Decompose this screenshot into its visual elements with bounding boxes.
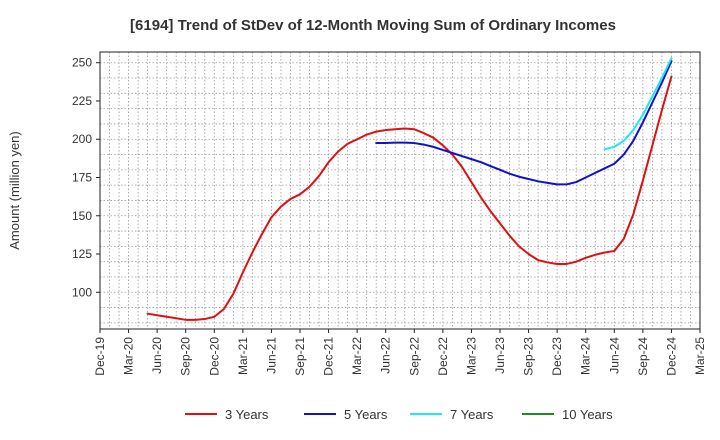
chart-title: [6194] Trend of StDev of 12-Month Moving… xyxy=(130,17,616,34)
x-tick-label: Jun-23 xyxy=(493,337,507,374)
y-tick-label: 100 xyxy=(72,285,92,299)
series-line-5-years xyxy=(375,60,673,186)
x-tick-label: Mar-20 xyxy=(122,337,136,375)
plot-frame xyxy=(99,51,701,330)
x-tick-label: Dec-23 xyxy=(550,337,564,376)
y-tick-label: 125 xyxy=(72,247,92,261)
x-tick-label: Mar-22 xyxy=(350,337,364,375)
y-tick-label: 150 xyxy=(72,209,92,223)
series-line-3-years xyxy=(146,75,673,321)
legend-label-3-years: 3 Years xyxy=(225,407,269,422)
y-tick-label: 175 xyxy=(72,170,92,184)
x-tick-label: Jun-21 xyxy=(264,337,278,374)
x-tick-label: Sep-23 xyxy=(522,337,536,376)
x-tick-label: Jun-22 xyxy=(379,337,393,374)
x-tick-label: Sep-20 xyxy=(179,337,193,376)
x-tick-label: Sep-22 xyxy=(407,337,421,376)
series-line-7-years xyxy=(603,57,673,151)
y-axis-ticks: 100 125 150 175 200 225 250 xyxy=(72,56,100,299)
x-tick-label: Mar-21 xyxy=(236,337,250,375)
x-tick-label: Mar-25 xyxy=(693,337,707,375)
x-tick-label: Mar-24 xyxy=(579,337,593,375)
x-tick-label: Sep-21 xyxy=(293,337,307,376)
x-tick-label: Sep-24 xyxy=(636,337,650,376)
y-tick-label: 225 xyxy=(72,94,92,108)
legend-label-7-years: 7 Years xyxy=(450,407,494,422)
x-tick-label: Jun-24 xyxy=(607,337,621,374)
series-layer xyxy=(146,57,673,321)
y-tick-label: 200 xyxy=(72,132,92,146)
y-axis-label: Amount (million yen) xyxy=(7,131,22,250)
x-tick-label: Mar-23 xyxy=(464,337,478,375)
x-tick-label: Dec-19 xyxy=(93,337,107,376)
x-tick-label: Dec-21 xyxy=(322,337,336,376)
legend: 3 Years 5 Years 7 Years 10 Years xyxy=(185,407,613,422)
legend-label-5-years: 5 Years xyxy=(344,407,388,422)
x-tick-label: Dec-22 xyxy=(436,337,450,376)
grid xyxy=(99,52,701,329)
x-tick-label: Dec-24 xyxy=(664,337,678,376)
x-tick-label: Dec-20 xyxy=(207,337,221,376)
y-tick-label: 250 xyxy=(72,56,92,70)
legend-label-10-years: 10 Years xyxy=(562,407,613,422)
x-axis-ticks: Dec-19 Mar-20 Jun-20 Sep-20 Dec-20 Mar-21 Jun-… xyxy=(93,329,707,376)
x-tick-label: Jun-20 xyxy=(150,337,164,374)
